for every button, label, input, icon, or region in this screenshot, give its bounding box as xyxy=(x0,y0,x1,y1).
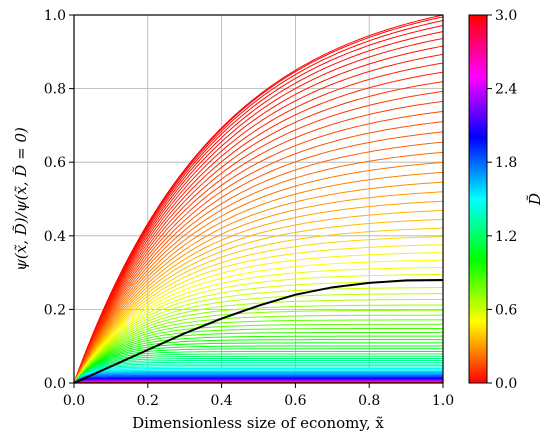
x-tick-label: 0.2 xyxy=(137,393,159,409)
curve-line xyxy=(74,259,443,383)
curve-line xyxy=(74,327,443,383)
y-tick-label: 0.2 xyxy=(44,302,66,318)
curve-line xyxy=(74,372,443,383)
curve-line xyxy=(74,369,443,383)
colorbar-tick-label: 3.0 xyxy=(495,8,517,24)
curve-line xyxy=(74,100,443,383)
curve-line xyxy=(74,355,443,383)
curve-line xyxy=(74,376,443,383)
curve-line xyxy=(74,298,443,383)
colorbar-label: D̃ xyxy=(526,193,544,206)
curve-line xyxy=(74,363,443,383)
curve-line xyxy=(74,200,443,383)
curve-line xyxy=(74,209,443,383)
curve-line xyxy=(74,90,443,383)
curve-line xyxy=(74,45,443,383)
curve-line xyxy=(74,348,443,383)
y-tick-label: 0.8 xyxy=(44,82,66,98)
curve-line xyxy=(74,373,443,383)
curve-line xyxy=(74,339,443,383)
curve-line xyxy=(74,16,443,383)
curve-line xyxy=(74,20,443,383)
curve-line xyxy=(74,359,443,383)
curve-line xyxy=(74,71,443,383)
curve-line xyxy=(74,376,443,383)
y-tick-label: 0.0 xyxy=(44,376,66,392)
x-tick-label: 0.4 xyxy=(210,393,232,409)
curve-line xyxy=(74,309,443,383)
colorbar-tick-label: 1.2 xyxy=(495,229,517,245)
plot-frame xyxy=(73,14,444,384)
curve-line xyxy=(74,370,443,383)
x-axis-label: Dimensionless size of economy, x̃ xyxy=(132,414,384,432)
x-tick-label: 0.6 xyxy=(284,393,306,409)
curve-line xyxy=(74,273,443,383)
curve-line xyxy=(74,236,443,383)
curve-line xyxy=(74,365,443,383)
curve-line xyxy=(74,361,443,383)
y-axis-label: ψ(x̃, D̃)/ψ(x̃, D̃ = 0) xyxy=(12,127,30,271)
y-axis-ticks: 0.0 0.2 0.4 0.6 0.8 1.0 xyxy=(44,8,74,392)
colorbar-tick-label: 0.6 xyxy=(495,302,517,318)
curve-line xyxy=(74,357,443,383)
curve-line xyxy=(74,319,443,383)
curve-line xyxy=(74,171,443,383)
curve-line xyxy=(74,314,443,383)
curve-line xyxy=(74,244,443,383)
x-tick-label: 1.0 xyxy=(432,393,454,409)
x-tick-label: 0.0 xyxy=(63,393,85,409)
curve-line xyxy=(74,37,443,383)
curve-line xyxy=(74,293,443,383)
curve-line xyxy=(74,345,443,383)
curve-line xyxy=(74,110,443,383)
curve-line xyxy=(74,131,443,383)
colorbar-ticks: 0.0 0.6 1.2 1.8 2.4 3.0 xyxy=(487,8,517,392)
curve-line xyxy=(74,62,443,383)
colorbar-tick-label: 1.8 xyxy=(495,155,517,171)
curve-line xyxy=(74,141,443,383)
y-tick-label: 0.4 xyxy=(44,229,66,245)
curve-line xyxy=(74,191,443,383)
curve-line xyxy=(74,31,443,383)
curve-line xyxy=(74,25,443,383)
x-axis-ticks: 0.0 0.2 0.4 0.6 0.8 1.0 xyxy=(63,383,454,409)
y-tick-label: 1.0 xyxy=(44,8,66,24)
curve-line xyxy=(74,371,443,383)
curve-line xyxy=(74,151,443,383)
highlight-curve xyxy=(74,278,443,383)
curve-line xyxy=(74,331,443,383)
curve-line xyxy=(74,366,443,383)
curve-line xyxy=(74,161,443,383)
curve-line xyxy=(74,53,443,383)
curve-line xyxy=(74,218,443,383)
colorbar-tick-label: 0.0 xyxy=(495,376,517,392)
curve-line xyxy=(74,335,443,383)
y-tick-label: 0.6 xyxy=(44,155,66,171)
curve-line xyxy=(74,181,443,383)
curve-line xyxy=(74,375,443,383)
x-tick-label: 0.8 xyxy=(358,393,380,409)
curve-line xyxy=(74,323,443,383)
curve-line xyxy=(74,287,443,383)
curve-line xyxy=(74,121,443,383)
curve-line xyxy=(74,342,443,383)
curve-line xyxy=(74,374,443,383)
curve-line xyxy=(74,227,443,383)
colorbar xyxy=(468,14,488,384)
curve-line xyxy=(74,375,443,383)
curve-line xyxy=(74,304,443,383)
curve-line xyxy=(74,368,443,383)
curve-line xyxy=(74,266,443,383)
curve-line xyxy=(74,81,443,383)
colorbar-tick-label: 2.4 xyxy=(495,82,517,98)
curve-line xyxy=(74,252,443,383)
